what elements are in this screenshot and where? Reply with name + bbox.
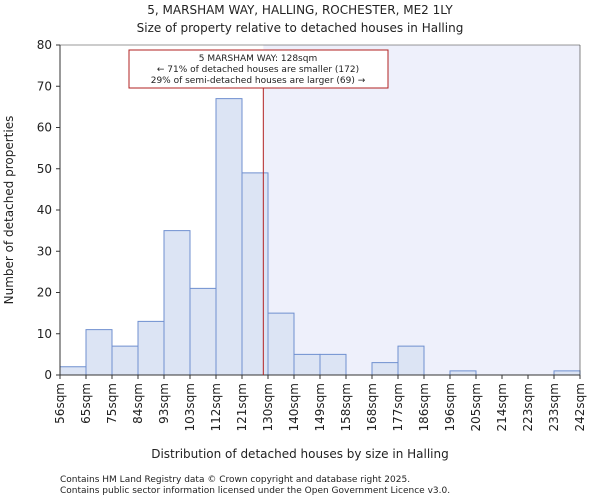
y-tick-label: 30 <box>37 244 52 258</box>
annotation-box: 5 MARSHAM WAY: 128sqm ← 71% of detached … <box>128 49 389 89</box>
x-tick-label: 223sqm <box>521 383 535 431</box>
y-tick-label: 70 <box>37 79 52 93</box>
bar-233sqm <box>553 370 581 376</box>
bar-168sqm <box>371 362 399 376</box>
x-tick-label: 242sqm <box>573 383 587 431</box>
x-axis-label: Distribution of detached houses by size … <box>151 447 449 461</box>
footer-line-1: Contains HM Land Registry data © Crown c… <box>60 475 410 485</box>
y-tick-label: 0 <box>44 368 52 382</box>
bar-75sqm <box>111 345 139 376</box>
bar-112sqm <box>215 98 243 376</box>
y-axis-label: Number of detached properties <box>2 116 16 305</box>
chart-title: 5, MARSHAM WAY, HALLING, ROCHESTER, ME2 … <box>147 3 453 17</box>
x-tick-label: 140sqm <box>287 383 301 431</box>
x-tick-label: 112sqm <box>209 383 223 431</box>
y-tick-label: 20 <box>37 286 52 300</box>
y-tick-label: 80 <box>37 38 52 52</box>
x-tick-label: 56sqm <box>53 383 67 424</box>
bar-65sqm <box>85 329 113 376</box>
bar-130sqm <box>267 312 295 376</box>
annotation-frame <box>128 49 389 89</box>
bar-140sqm <box>293 353 321 376</box>
x-tick-label: 214sqm <box>495 383 509 431</box>
bar-84sqm <box>137 320 165 376</box>
bar-149sqm <box>319 353 347 376</box>
y-tick-label: 40 <box>37 203 52 217</box>
annotation-line-1: 5 MARSHAM WAY: 128sqm <box>199 54 317 64</box>
x-tick-label: 103sqm <box>183 383 197 431</box>
x-tick-label: 93sqm <box>157 383 171 424</box>
annotation-line-2: ← 71% of detached houses are smaller (17… <box>157 65 359 75</box>
x-tick-label: 121sqm <box>235 383 249 431</box>
x-tick-label: 233sqm <box>547 383 561 431</box>
x-tick-label: 177sqm <box>391 383 405 431</box>
x-tick-label: 84sqm <box>131 383 145 424</box>
bar-56sqm <box>59 366 87 376</box>
larger-region-highlight <box>263 45 580 375</box>
x-tick-label: 196sqm <box>443 383 457 431</box>
x-tick-label: 168sqm <box>365 383 379 431</box>
footer-line-2: Contains public sector information licen… <box>60 486 450 496</box>
y-tick-label: 10 <box>37 327 52 341</box>
x-tick-label: 130sqm <box>261 383 275 431</box>
x-tick-label: 186sqm <box>417 383 431 431</box>
x-tick-label: 65sqm <box>79 383 93 424</box>
y-tick-label: 50 <box>37 162 52 176</box>
bar-177sqm <box>397 345 425 376</box>
x-tick-label: 158sqm <box>339 383 353 431</box>
bar-196sqm <box>449 370 477 376</box>
x-tick-label: 205sqm <box>469 383 483 431</box>
chart-subtitle: Size of property relative to detached ho… <box>137 21 464 35</box>
x-tick-label: 149sqm <box>313 383 327 431</box>
bar-93sqm <box>163 230 191 376</box>
annotation-line-3: 29% of semi-detached houses are larger (… <box>151 76 366 86</box>
bar-103sqm <box>189 287 217 376</box>
x-tick-label: 75sqm <box>105 383 119 424</box>
y-tick-label: 60 <box>37 121 52 135</box>
bar-121sqm <box>241 172 269 376</box>
